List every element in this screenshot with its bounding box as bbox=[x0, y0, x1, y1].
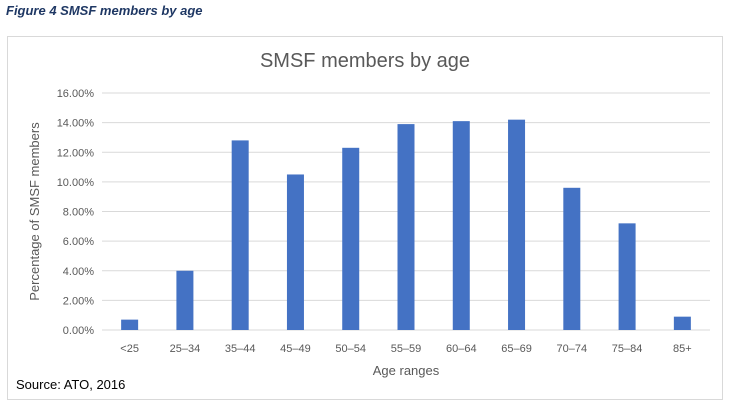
bar-chart: 0.00% 2.00% 4.00% 6.00% 8.00% 10.00% 12.00% 14.… bbox=[27, 88, 710, 378]
x-tick-label: 55–59 bbox=[391, 343, 422, 355]
x-axis-title: Age ranges bbox=[373, 363, 440, 378]
y-tick-label: 4.00% bbox=[63, 266, 94, 278]
x-tick-label: 65–69 bbox=[501, 343, 532, 355]
y-tick-label: 14.00% bbox=[57, 118, 95, 130]
y-tick-label: 8.00% bbox=[63, 207, 94, 219]
bar bbox=[286, 174, 304, 330]
bar bbox=[231, 140, 249, 330]
chart-frame: SMSF members by age 0.00% 2.00% 4.00% 6.00%… bbox=[7, 36, 723, 400]
bar bbox=[452, 121, 470, 330]
bar bbox=[563, 187, 581, 330]
chart-title: SMSF members by age bbox=[259, 50, 471, 72]
bar bbox=[176, 270, 194, 330]
bar bbox=[618, 223, 636, 330]
bar bbox=[121, 319, 139, 330]
x-tick-label: 60–64 bbox=[446, 343, 477, 355]
bar bbox=[508, 119, 526, 330]
bar bbox=[397, 124, 415, 330]
y-tick-label: 12.00% bbox=[57, 147, 95, 159]
y-tick-label: 0.00% bbox=[63, 325, 94, 337]
x-tick-label: <25 bbox=[120, 343, 139, 355]
y-axis-title: Percentage of SMSF members bbox=[27, 122, 42, 301]
bar bbox=[673, 316, 691, 330]
x-tick-label: 70–74 bbox=[557, 343, 588, 355]
bar bbox=[342, 147, 360, 330]
x-tick-label: 85+ bbox=[673, 343, 692, 355]
x-tick-label: 75–84 bbox=[612, 343, 643, 355]
y-tick-label: 6.00% bbox=[63, 236, 94, 248]
x-tick-label: 35–44 bbox=[225, 343, 256, 355]
source-note: Source: ATO, 2016 bbox=[16, 377, 126, 392]
x-tick-label: 50–54 bbox=[335, 343, 366, 355]
x-tick-label: 25–34 bbox=[170, 343, 201, 355]
y-tick-label: 16.00% bbox=[57, 88, 95, 100]
y-tick-label: 10.00% bbox=[57, 177, 95, 189]
x-tick-label: 45–49 bbox=[280, 343, 311, 355]
figure-caption: Figure 4 SMSF members by age bbox=[6, 3, 203, 18]
y-tick-label: 2.00% bbox=[63, 295, 94, 307]
